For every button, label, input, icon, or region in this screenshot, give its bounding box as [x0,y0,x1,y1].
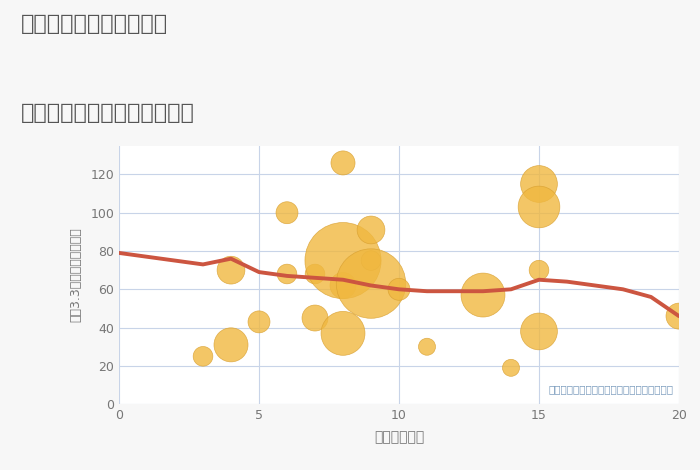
Point [393,286,405,293]
Point [421,343,433,351]
X-axis label: 駅距離（分）: 駅距離（分） [374,431,424,445]
Point [309,314,321,322]
Point [197,352,209,360]
Point [225,341,237,349]
Point [533,203,545,211]
Point [505,364,517,372]
Point [533,266,545,274]
Point [337,257,349,264]
Point [337,282,349,289]
Point [337,329,349,337]
Point [253,318,265,326]
Point [337,159,349,167]
Point [309,270,321,278]
Text: 三重県四日市市尾平町の: 三重県四日市市尾平町の [21,14,168,34]
Point [673,313,685,320]
Point [477,291,489,299]
Point [365,226,377,234]
Text: 円の大きさは、取引のあった物件面積を示す: 円の大きさは、取引のあった物件面積を示す [548,384,673,394]
Point [533,180,545,188]
Point [281,209,293,217]
Point [225,266,237,274]
Y-axis label: 坪（3.3㎡）単価（万円）: 坪（3.3㎡）単価（万円） [69,227,82,322]
Point [365,280,377,287]
Text: 駅距離別中古マンション価格: 駅距離別中古マンション価格 [21,103,195,124]
Point [365,257,377,264]
Point [281,270,293,278]
Point [533,328,545,335]
